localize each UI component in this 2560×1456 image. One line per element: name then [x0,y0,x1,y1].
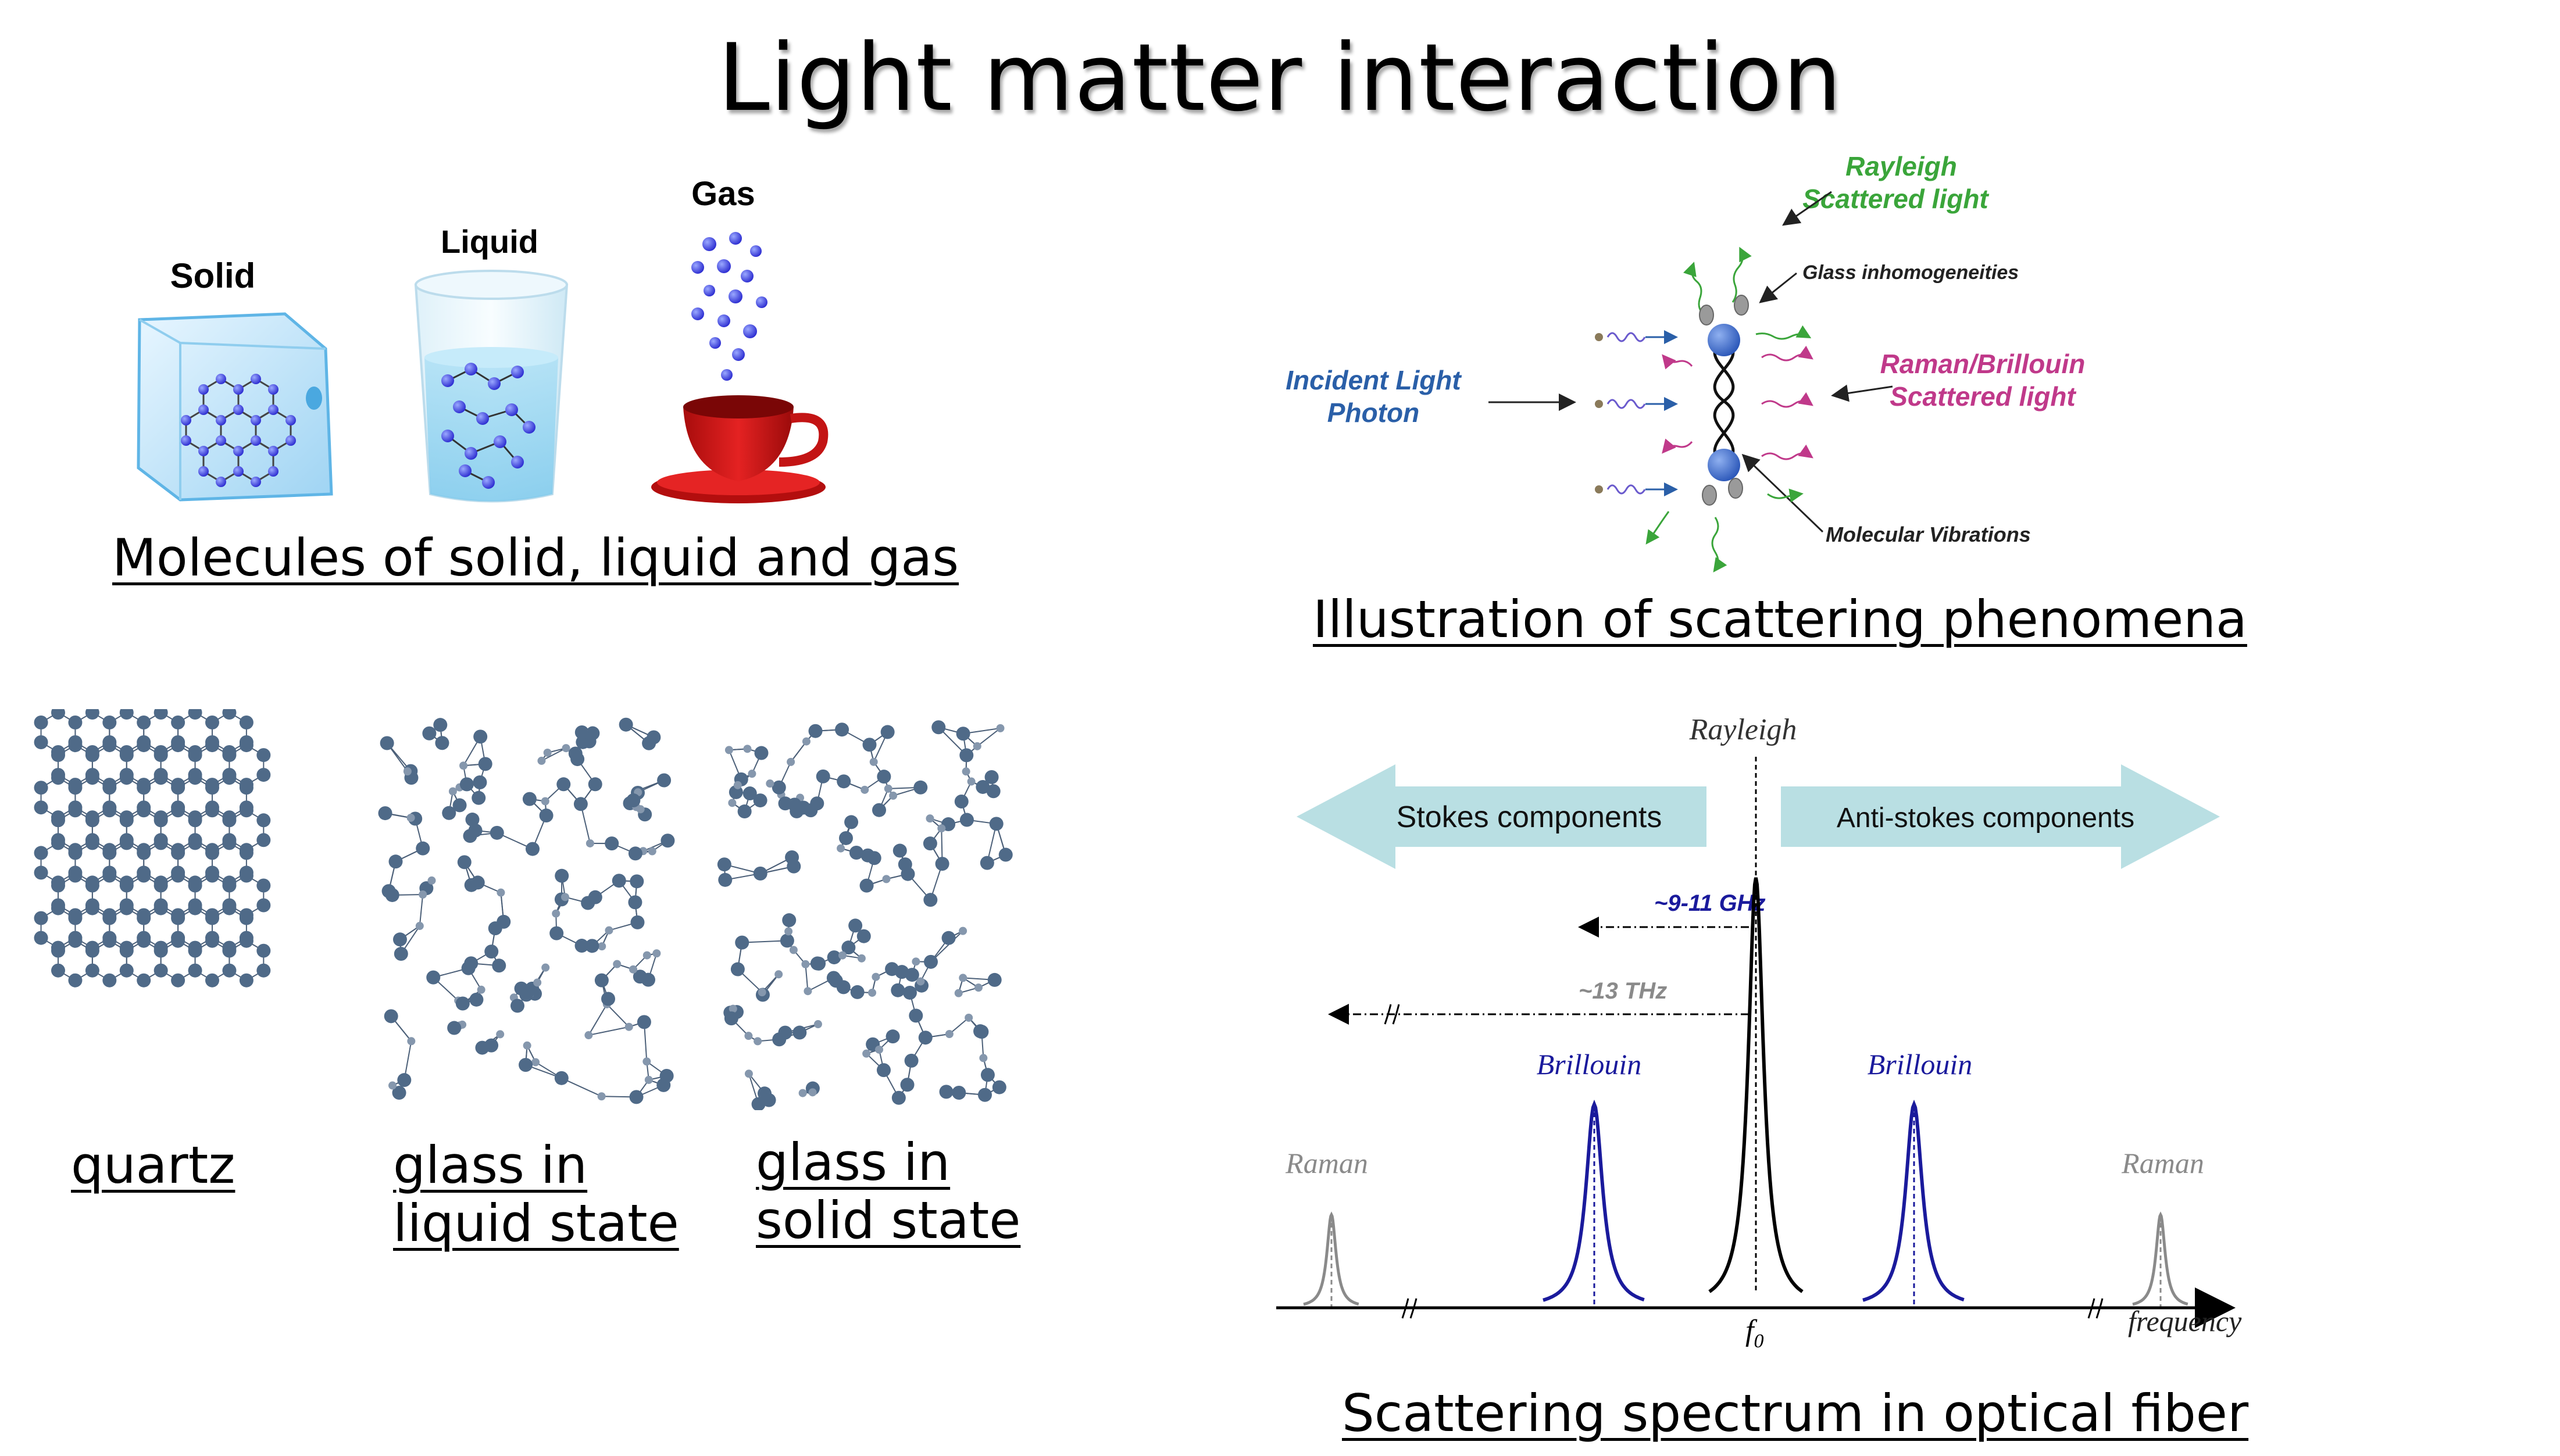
rayleigh-label-line1: Rayleigh [1845,151,1957,181]
glass-solid-caption-line1: glass in [756,1132,951,1192]
rayleigh-scattered-waves [1645,246,1812,573]
antistokes-label: Anti-stokes components [1837,803,2134,833]
molecular-vibrations-label: Molecular Vibrations [1826,523,2031,546]
glass-inhomogeneities-label: Glass inhomogeneities [1802,262,2019,284]
rayleigh-label-line2: Scattered light [1802,184,1989,214]
raman-pointer-arrow [1831,384,1893,402]
raman-brillouin-label-line2: Scattered light [1890,381,2076,412]
f0-label: f0 [1745,1314,1763,1352]
page-title: Light matter interaction [717,23,1843,132]
rayleigh-peak-label: Rayleigh [1689,713,1797,746]
raman-right-label: Raman [2121,1147,2204,1179]
glass-liquid-caption-line2: liquid state [393,1193,679,1254]
scattering-caption: Illustration of scattering phenomena [1313,589,2247,649]
ice-cube [137,312,333,502]
gas-label: Gas [691,175,755,213]
frequency-axis-label: frequency [2128,1305,2242,1337]
quartz-lattice [34,709,271,988]
glass-inhomogeneity-particles [1699,295,1749,506]
vibrating-molecule [1708,324,1740,481]
brillouin-right-peak [1862,1099,1965,1308]
incident-label-line1: Incident Light [1286,365,1462,395]
raman-scattered-waves [1662,345,1813,460]
states-caption: Molecules of solid, liquid and gas [112,528,959,588]
raman-brillouin-label-line1: Raman/Brillouin [1880,349,2086,379]
scattering-spectrum-chart: Rayleigh Stokes components Anti-stokes c… [1276,713,2242,1352]
vibration-pointer-arrow [1741,453,1824,533]
f0-label-subscript: 0 [1754,1330,1763,1352]
raman-right-peak [2132,1211,2188,1308]
raman-left-label: Raman [1285,1147,1368,1179]
structures-illustration [34,709,1013,1110]
incident-label-line2: Photon [1327,398,1419,428]
glass-solid-network [717,720,1013,1110]
rayleigh-pointer-arrow [1782,191,1832,226]
glass-liquid-caption-line1: glass in [393,1135,588,1195]
raman-left-peak [1303,1211,1359,1308]
axis-break-left [1401,1298,1418,1319]
spectrum-caption: Scattering spectrum in optical fiber [1342,1383,2249,1443]
brillouin-left-label: Brillouin [1537,1048,1642,1081]
glass-liquid-network [378,717,675,1104]
scattering-illustration: Rayleigh Scattered light Glass inhomogen… [1286,151,2086,573]
quartz-caption: quartz [71,1135,235,1195]
thz-break-mark [1384,1004,1400,1025]
liquid-label: Liquid [441,223,538,260]
glass-of-water [414,270,569,503]
glass-solid-caption-line2: solid state [756,1190,1021,1251]
stokes-label: Stokes components [1397,800,1662,834]
brillouin-right-label: Brillouin [1868,1048,1973,1081]
axis-break-right [2087,1298,2104,1319]
ghz-spacing-label: ~9-11 GHz [1654,890,1766,916]
stokes-arrow: Stokes components [1297,764,1706,869]
coffee-cup [651,395,829,503]
gas-molecules [691,232,767,381]
states-of-matter-illustration: Solid Liquid Gas [137,175,829,503]
thz-spacing-label: ~13 THz [1579,978,1667,1004]
incident-photons [1595,330,1678,496]
inhomogeneity-pointer-arrow [1759,272,1797,303]
rayleigh-peak [1708,877,1804,1293]
antistokes-arrow: Anti-stokes components [1781,764,2220,869]
glass-solid-caption: glass in solid state [756,1133,1020,1250]
brillouin-left-peak [1543,1099,1645,1308]
solid-label: Solid [170,256,256,295]
glass-liquid-caption: glass in liquid state [393,1136,679,1253]
